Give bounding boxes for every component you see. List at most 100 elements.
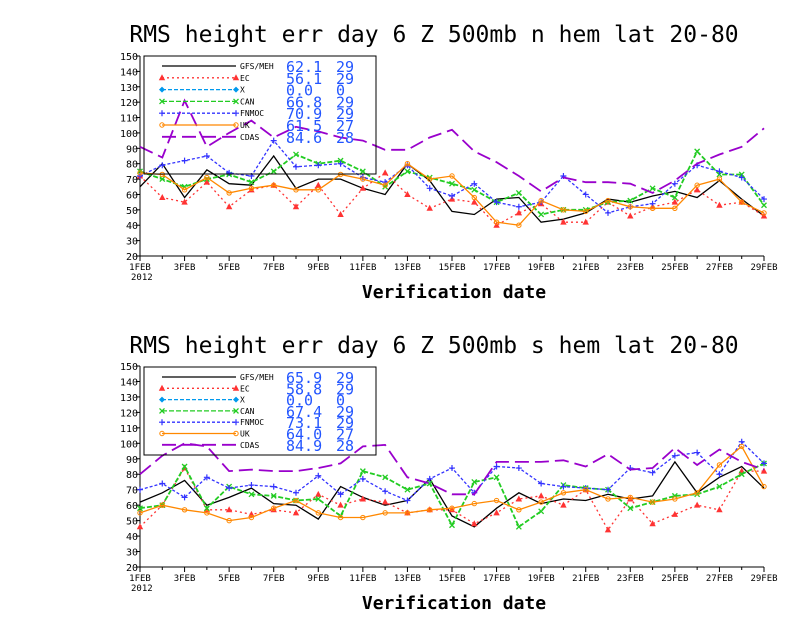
data-point-ec	[404, 190, 411, 197]
legend-mean-gfs-meh: 65.9	[286, 369, 322, 387]
legend-marker-can	[233, 407, 239, 414]
data-point-fnmoc	[137, 173, 143, 179]
data-point-uk	[761, 210, 767, 216]
data-point-uk	[382, 182, 388, 188]
legend-box	[143, 366, 377, 456]
legend-count-fnmoc: 29	[336, 105, 354, 123]
data-point-ec	[181, 198, 188, 205]
data-point-uk	[181, 187, 188, 193]
legend-label-uk: UK	[240, 121, 250, 130]
data-point-fnmoc	[649, 469, 656, 476]
y-tick-label: 50	[126, 206, 138, 217]
x-tick-label: 17FEB	[483, 574, 510, 584]
legend-mean-fnmoc: 70.9	[286, 105, 322, 123]
legend-marker-x	[159, 396, 165, 403]
legend-label-can: CAN	[240, 407, 255, 416]
data-point-ec	[448, 506, 456, 513]
legend-mean-uk: 61.5	[286, 117, 322, 135]
legend-mean-cdas: 84.6	[286, 129, 322, 147]
data-point-can	[716, 483, 723, 490]
data-point-can	[761, 202, 767, 209]
data-point-ec	[560, 501, 567, 508]
legend-count-can: 29	[336, 93, 354, 111]
data-point-fnmoc	[761, 460, 767, 467]
data-point-can	[515, 189, 522, 196]
legend-label-can: CAN	[240, 97, 255, 106]
data-point-uk	[560, 207, 567, 213]
data-point-can	[449, 522, 455, 529]
legend-count-fnmoc: 29	[336, 414, 354, 432]
x-tick-label: 19FEB	[528, 574, 555, 584]
legend-label-fnmoc: FNMOC	[240, 418, 264, 427]
legend-label-uk: UK	[240, 430, 250, 439]
data-point-fnmoc	[137, 486, 143, 493]
data-point-can	[493, 474, 500, 481]
data-point-ec	[270, 506, 277, 513]
x-tick-label: 21FEB	[572, 263, 599, 273]
data-point-fnmoc	[449, 193, 455, 199]
data-point-ec	[627, 495, 634, 502]
x-tick-label: 5FEB	[218, 574, 240, 584]
data-point-uk	[471, 500, 477, 507]
data-point-can	[538, 211, 545, 218]
data-point-ec	[493, 509, 500, 516]
data-point-can	[716, 171, 723, 178]
legend-count-cdas: 28	[336, 437, 354, 455]
y-tick-label: 110	[120, 114, 138, 125]
data-point-uk	[181, 507, 188, 513]
x-axis-label: Verification date	[362, 593, 546, 614]
legend-marker-fnmoc	[159, 419, 165, 426]
data-point-uk	[583, 208, 589, 215]
legend-marker-can	[159, 98, 165, 105]
data-point-can	[359, 468, 366, 475]
data-point-uk	[226, 517, 232, 524]
x-tick-label: 13FEB	[394, 574, 421, 584]
legend-marker-ec	[232, 74, 240, 81]
y-tick-label: 70	[126, 175, 138, 186]
y-tick-label: 30	[126, 548, 138, 559]
x-tick-label: 1FEB	[129, 574, 151, 584]
data-point-can	[137, 505, 143, 512]
y-tick-label: 80	[126, 160, 138, 171]
data-point-uk	[382, 510, 388, 516]
data-point-uk	[694, 490, 700, 496]
data-point-fnmoc	[671, 452, 678, 459]
data-point-uk	[649, 205, 656, 212]
x-tick-label: 29FEB	[750, 574, 777, 584]
data-point-ec	[515, 209, 523, 216]
y-tick-label: 90	[126, 455, 138, 466]
data-point-ec	[471, 198, 478, 205]
data-point-ec	[716, 201, 723, 208]
legend-mean-cdas: 84.9	[286, 437, 322, 455]
data-point-can	[203, 176, 210, 183]
data-point-uk	[716, 176, 723, 182]
legend-marker-can	[233, 98, 239, 105]
legend-mean-uk: 64.0	[286, 426, 322, 444]
data-point-fnmoc	[493, 463, 500, 470]
data-point-ec	[248, 186, 255, 193]
data-point-uk	[516, 222, 522, 228]
legend-marker-x	[233, 396, 239, 403]
data-point-uk	[649, 499, 656, 505]
data-point-fnmoc	[426, 185, 433, 192]
legend-marker-fnmoc	[159, 110, 165, 117]
y-tick-label: 40	[126, 532, 138, 543]
y-tick-label: 100	[120, 129, 138, 140]
data-point-uk	[293, 497, 299, 504]
series-line-cdas	[139, 98, 765, 194]
legend-mean-x: 0.0	[286, 82, 313, 100]
x-tick-label: 7FEB	[263, 263, 285, 273]
legend-count-can: 29	[336, 403, 354, 421]
data-point-fnmoc	[382, 179, 389, 186]
legend-label-gfs-meh: GFS/MEH	[240, 373, 274, 382]
data-point-uk	[471, 194, 477, 201]
data-point-uk	[493, 497, 500, 504]
data-point-can	[270, 168, 277, 175]
data-point-can	[449, 180, 455, 187]
x-tick-label: 21FEB	[572, 574, 599, 584]
data-point-fnmoc	[694, 449, 701, 456]
data-point-ec	[671, 198, 679, 205]
legend-label-cdas: CDAS	[240, 133, 259, 142]
data-point-fnmoc	[203, 474, 210, 481]
